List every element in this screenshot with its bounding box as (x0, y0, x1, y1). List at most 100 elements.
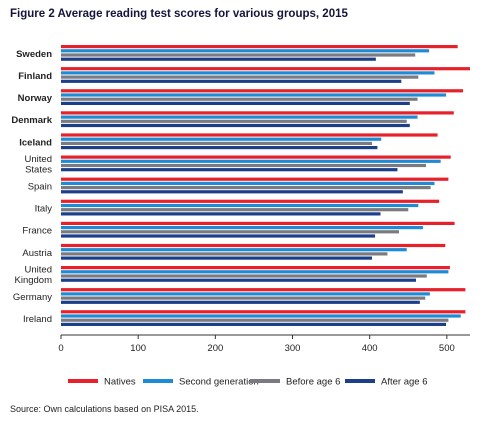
bar-after-age-6 (61, 256, 372, 260)
category-label-line: Ireland (23, 314, 52, 325)
category-label-line: Italy (35, 204, 53, 215)
bar-before-age-6 (61, 75, 419, 79)
bar-second-generation (61, 270, 449, 274)
bar-natives (61, 89, 464, 93)
bar-before-age-6 (61, 296, 426, 300)
legend-swatch (250, 379, 280, 383)
bar-second-generation (61, 159, 441, 163)
category-label: United States (25, 154, 53, 176)
legend-swatch (345, 379, 375, 383)
x-tick-label: 200 (207, 343, 223, 354)
bar-natives (61, 67, 470, 71)
bar-after-age-6 (61, 300, 420, 304)
bar-natives (61, 243, 446, 248)
category-label: Ireland (23, 314, 52, 325)
bar-second-generation (61, 226, 423, 230)
bar-after-age-6 (61, 57, 376, 61)
source-note: Source: Own calculations based on PISA 2… (10, 404, 199, 414)
bar-after-age-6 (61, 234, 376, 238)
bars-layer (61, 45, 470, 326)
bar-after-age-6 (61, 168, 398, 172)
bar-before-age-6 (61, 186, 431, 190)
category-label-line: Denmark (11, 115, 52, 126)
bar-before-age-6 (61, 230, 400, 234)
category-label: Spain (28, 182, 52, 193)
legend-label: Before age 6 (286, 377, 340, 388)
category-label-line: Germany (13, 292, 52, 303)
bar-before-age-6 (61, 252, 388, 256)
bar-second-generation (61, 292, 430, 296)
bar-before-age-6 (61, 119, 407, 123)
bar-second-generation (61, 137, 382, 141)
x-tick-label: 500 (439, 343, 455, 354)
legend-label: After age 6 (381, 377, 427, 388)
bar-second-generation (61, 181, 435, 185)
legend-label: Second generation (179, 377, 259, 388)
x-tick-label: 400 (362, 343, 378, 354)
category-label-line: Finland (18, 71, 52, 82)
bar-after-age-6 (61, 123, 410, 128)
x-axis: 0 100 200 300 400 500 (58, 334, 470, 354)
bar-after-age-6 (61, 79, 402, 83)
legend-swatch (143, 379, 173, 383)
bar-second-generation (61, 314, 461, 318)
bar-second-generation (61, 248, 407, 252)
bar-natives (61, 133, 438, 137)
bar-before-age-6 (61, 141, 372, 145)
figure-title: Figure 2 Average reading test scores for… (10, 8, 348, 20)
legend-swatch (68, 379, 98, 383)
category-label-line: Austria (22, 248, 52, 259)
bar-natives (61, 177, 449, 181)
bar-after-age-6 (61, 190, 403, 194)
bar-natives (61, 266, 450, 270)
bar-natives (61, 155, 451, 159)
bar-before-age-6 (61, 274, 427, 278)
x-tick-label: 0 (58, 343, 63, 354)
category-label: Denmark (11, 115, 52, 126)
bar-before-age-6 (61, 163, 427, 168)
category-label: Italy (35, 204, 53, 215)
category-label-line: United (25, 265, 52, 276)
bar-after-age-6 (61, 212, 381, 216)
category-label: Norway (18, 93, 53, 104)
x-tick-label: 100 (130, 343, 146, 354)
bar-natives (61, 199, 440, 203)
x-tick-label: 300 (285, 343, 301, 354)
category-label-line: States (25, 165, 52, 176)
bar-second-generation (61, 115, 418, 119)
bar-natives (61, 288, 466, 292)
category-label-line: United (25, 154, 52, 165)
bar-before-age-6 (61, 208, 409, 212)
bar-after-age-6 (61, 146, 378, 150)
legend-label: Natives (104, 377, 136, 388)
bar-second-generation (61, 203, 419, 208)
bar-after-age-6 (61, 322, 447, 326)
category-label: Sweden (16, 49, 52, 60)
bar-natives (61, 221, 455, 225)
category-label-line: Kingdom (15, 275, 53, 286)
bar-second-generation (61, 71, 435, 75)
bar-second-generation (61, 49, 430, 53)
bar-before-age-6 (61, 318, 449, 322)
category-label: United Kingdom (15, 265, 53, 287)
category-label-line: Iceland (19, 137, 52, 148)
bar-before-age-6 (61, 53, 416, 57)
category-label: Germany (13, 292, 52, 303)
legend: Natives Second generation Before age 6 Afte… (68, 377, 427, 388)
bar-natives (61, 310, 466, 314)
bar-before-age-6 (61, 97, 418, 101)
category-label-line: Spain (28, 182, 52, 193)
category-label-line: Sweden (16, 49, 52, 60)
bar-after-age-6 (61, 101, 410, 105)
category-label: France (22, 226, 52, 237)
category-label-line: France (22, 226, 52, 237)
category-label: Iceland (19, 137, 52, 148)
bar-second-generation (61, 93, 447, 97)
bar-natives (61, 45, 458, 49)
category-label: Austria (22, 248, 52, 259)
bar-natives (61, 111, 454, 115)
category-label-line: Norway (18, 93, 53, 104)
bar-after-age-6 (61, 278, 416, 282)
